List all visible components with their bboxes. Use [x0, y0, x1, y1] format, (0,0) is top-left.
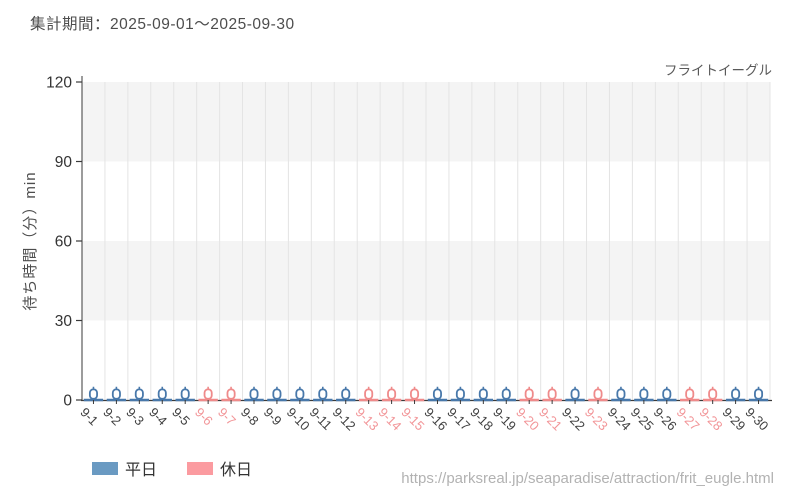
wait-marker-9-15 — [404, 386, 425, 402]
wait-marker-9-28 — [702, 386, 723, 402]
aggregation-period-label: 集計期間：2025-09-01～2025-09-30 — [30, 16, 295, 33]
wait-marker-9-19 — [496, 386, 516, 402]
x-tick-label-9-8: 9-8 — [238, 405, 262, 429]
chart-legend: 平日 休日 — [92, 456, 252, 480]
x-tick-label-9-16: 9-16 — [421, 405, 450, 434]
x-axis-labels: 9-1 9-2 9-3 9-4 9-5 9-6 9-7 9-8 9-9 9-109-119-129… — [77, 400, 771, 434]
legend-label-holiday: 休日 — [220, 462, 253, 479]
wait-marker-9-16 — [427, 386, 448, 402]
x-tick-label-9-29: 9-29 — [719, 405, 748, 434]
legend-item-holiday: 休日 — [187, 456, 252, 480]
x-tick-label-9-28: 9-28 — [697, 405, 726, 434]
x-tick-label-9-13: 9-13 — [353, 405, 382, 434]
day-markers — [83, 386, 769, 402]
wait-marker-9-29 — [725, 386, 746, 402]
attraction-name-label: フライトイーグル — [664, 63, 772, 78]
wait-marker-9-3 — [129, 386, 150, 402]
wait-marker-9-23 — [588, 386, 608, 402]
y-tick-label: 90 — [55, 154, 73, 171]
x-tick-label-9-6: 9-6 — [192, 405, 216, 429]
wait-marker-9-4 — [152, 386, 172, 402]
x-tick-label-9-9: 9-9 — [261, 405, 285, 429]
x-tick-label-9-15: 9-15 — [398, 405, 427, 434]
x-tick-label-9-3: 9-3 — [123, 405, 147, 429]
wait-marker-9-5 — [175, 386, 195, 402]
x-tick-label-9-7: 9-7 — [215, 405, 239, 429]
x-tick-label-9-27: 9-27 — [674, 405, 703, 434]
y-tick-label: 60 — [55, 234, 73, 251]
wait-marker-9-10 — [290, 386, 310, 402]
x-tick-label-9-17: 9-17 — [444, 405, 473, 434]
wait-marker-9-2 — [106, 386, 127, 402]
wait-marker-9-24 — [611, 386, 631, 402]
x-tick-label-9-21: 9-21 — [536, 405, 565, 434]
x-tick-label-9-23: 9-23 — [582, 405, 611, 434]
wait-marker-9-6 — [198, 386, 218, 402]
y-tick-label: 120 — [46, 75, 72, 92]
wait-marker-9-17 — [450, 386, 471, 402]
x-tick-label-9-19: 9-19 — [490, 405, 519, 434]
source-url: https://parksreal.jp/seaparadise/attract… — [401, 470, 774, 487]
x-tick-label-9-22: 9-22 — [559, 405, 588, 434]
x-tick-label-9-30: 9-30 — [742, 405, 771, 434]
x-tick-label-9-24: 9-24 — [605, 405, 634, 434]
x-tick-label-9-10: 9-10 — [284, 405, 313, 434]
wait-marker-9-1 — [83, 386, 104, 402]
wait-marker-9-25 — [634, 386, 654, 402]
legend-label-weekday: 平日 — [125, 462, 158, 479]
x-tick-label-9-18: 9-18 — [467, 405, 496, 434]
wait-marker-9-30 — [748, 386, 769, 402]
wait-marker-9-27 — [680, 386, 700, 402]
wait-marker-9-9 — [267, 386, 287, 402]
y-tick-label: 30 — [55, 313, 73, 330]
weekday-color-swatch — [92, 461, 118, 475]
x-tick-label-9-14: 9-14 — [375, 405, 404, 434]
legend-item-weekday: 平日 — [92, 456, 157, 480]
x-tick-label-9-2: 9-2 — [100, 405, 124, 429]
wait-marker-9-14 — [381, 386, 402, 402]
wait-marker-9-20 — [519, 386, 539, 402]
wait-marker-9-18 — [473, 386, 494, 402]
x-tick-label-9-11: 9-11 — [307, 405, 335, 433]
holiday-color-swatch — [187, 461, 214, 475]
wait-marker-9-11 — [313, 386, 333, 402]
x-tick-label-9-5: 9-5 — [169, 405, 193, 429]
wait-marker-9-8 — [244, 386, 264, 402]
x-tick-label-9-26: 9-26 — [651, 405, 680, 434]
wait-marker-9-7 — [221, 386, 241, 402]
x-tick-label-9-4: 9-4 — [146, 405, 170, 429]
x-tick-label-9-1: 9-1 — [77, 405, 101, 429]
wait-marker-9-22 — [565, 386, 585, 402]
vertical-gridlines — [104, 82, 771, 400]
wait-marker-9-21 — [542, 386, 562, 402]
wait-marker-9-26 — [657, 386, 677, 402]
x-tick-label-9-12: 9-12 — [330, 405, 359, 434]
wait-marker-9-12 — [336, 386, 356, 402]
wait-marker-9-13 — [358, 386, 379, 402]
x-tick-label-9-20: 9-20 — [513, 405, 542, 434]
y-tick-label: 0 — [63, 393, 72, 410]
x-tick-label-9-25: 9-25 — [628, 405, 657, 434]
y-axis-ticks: 0 30 60 90 120 — [46, 75, 82, 410]
